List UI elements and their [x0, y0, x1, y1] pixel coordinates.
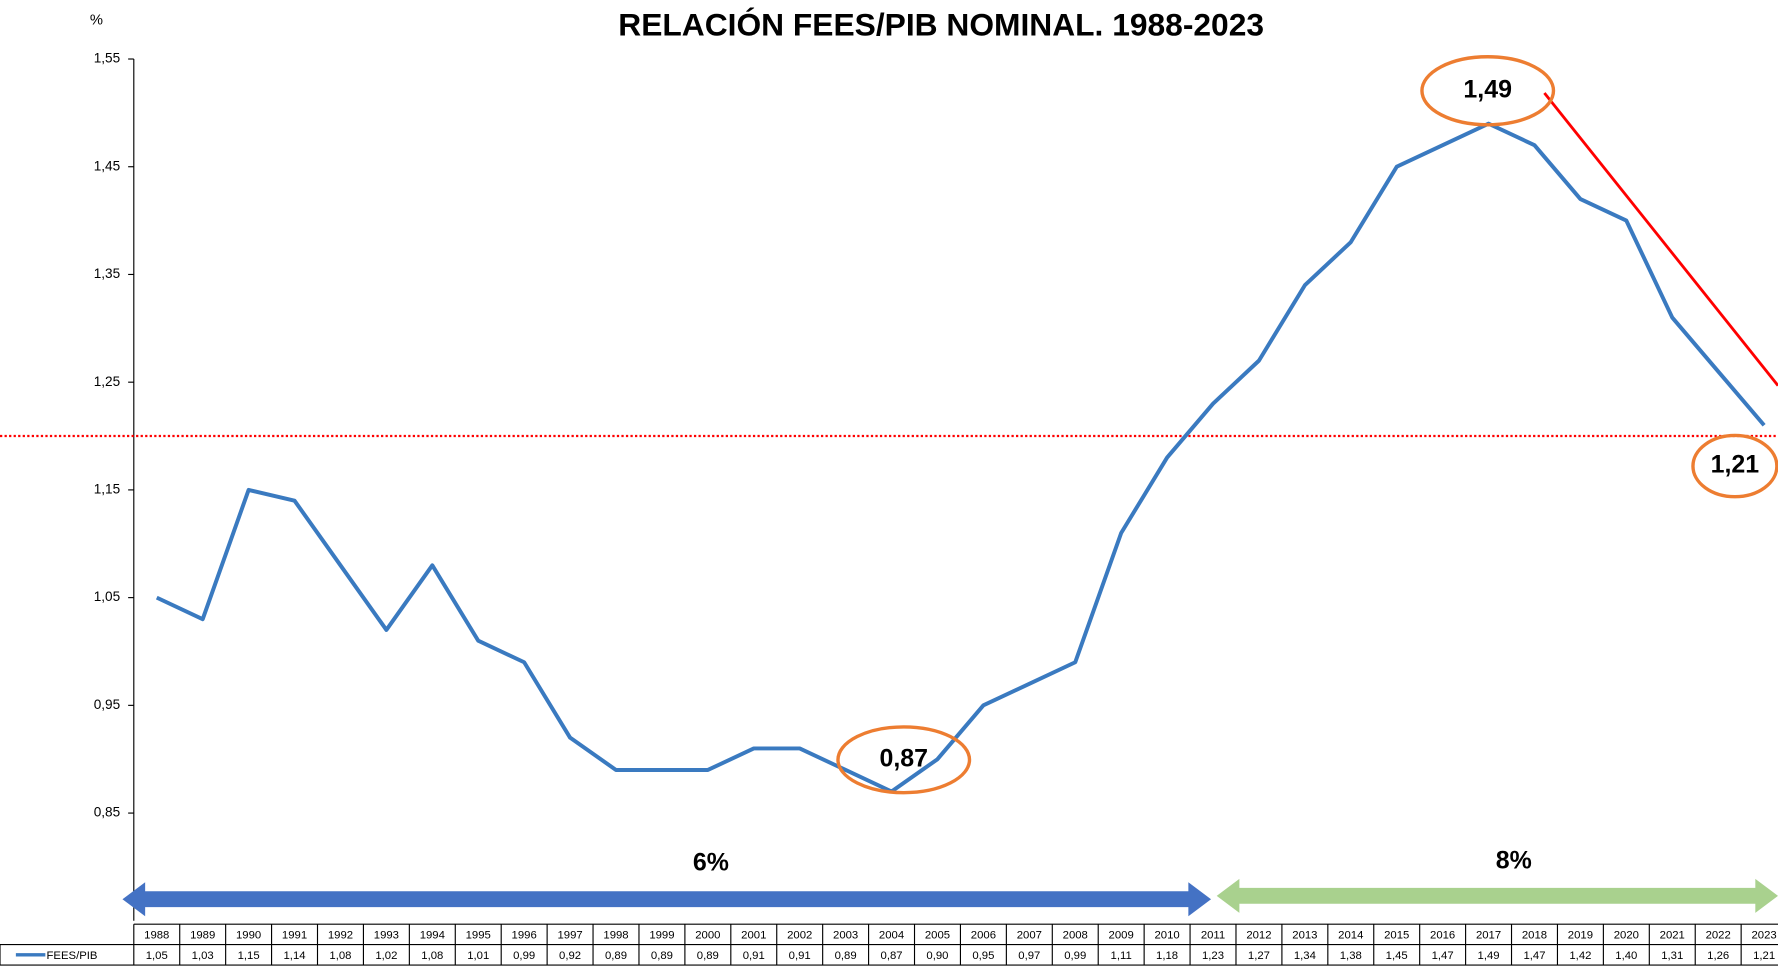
table-value: 1,42 — [1569, 950, 1591, 962]
x-tick-label: 2017 — [1476, 930, 1501, 942]
x-tick-label: 2007 — [1017, 930, 1042, 942]
x-tick-label: 2023 — [1752, 930, 1777, 942]
table-value: 1,26 — [1707, 950, 1729, 962]
y-tick-label: 1,15 — [94, 481, 120, 496]
y-tick-label: 0,95 — [94, 697, 120, 712]
table-value: 1,40 — [1615, 950, 1637, 962]
table-value: 1,03 — [192, 950, 214, 962]
x-tick-label: 1993 — [374, 930, 399, 942]
x-tick-label: 1998 — [603, 930, 628, 942]
data-line — [155, 121, 1766, 794]
x-tick-label: 2004 — [879, 930, 904, 942]
x-tick-label: 1997 — [557, 930, 582, 942]
x-tick-label: 1990 — [236, 930, 261, 942]
x-tick-label: 2016 — [1430, 930, 1455, 942]
table-value: 1,34 — [1294, 950, 1316, 962]
table-value: 0,89 — [605, 950, 627, 962]
period-label: 8% — [1496, 846, 1532, 874]
table-value: 1,47 — [1523, 950, 1545, 962]
x-tick-label: 2020 — [1614, 930, 1639, 942]
x-tick-label: 1991 — [282, 930, 307, 942]
annotation: 1,49 — [1463, 75, 1512, 103]
x-tick-label: 2012 — [1246, 930, 1271, 942]
x-tick-label: 2019 — [1568, 930, 1593, 942]
table-value: 0,89 — [697, 950, 719, 962]
annotation-circle — [836, 725, 972, 795]
table-value: 0,91 — [789, 950, 811, 962]
y-tick-label: 1,35 — [94, 266, 120, 281]
annotation: 0,87 — [879, 744, 928, 772]
x-tick-label: 1994 — [420, 930, 445, 942]
table-value: 0,87 — [881, 950, 903, 962]
period-label: 6% — [693, 849, 729, 877]
x-tick-label: 2009 — [1109, 930, 1134, 942]
x-tick-label: 2018 — [1522, 930, 1547, 942]
table-value: 1,38 — [1340, 950, 1362, 962]
table-value: 1,08 — [329, 950, 351, 962]
annotation: 1,21 — [1711, 451, 1760, 479]
table-value: 1,27 — [1248, 950, 1270, 962]
y-axis-label: % — [90, 12, 103, 28]
y-tick-label: 1,55 — [94, 51, 120, 66]
x-tick-label: 2005 — [925, 930, 950, 942]
x-tick-label: 2014 — [1338, 930, 1363, 942]
table-value: 0,90 — [926, 950, 948, 962]
table-value: 0,89 — [835, 950, 857, 962]
x-tick-label: 1992 — [328, 930, 353, 942]
annotation-circle — [1420, 55, 1556, 127]
table-value: 1,18 — [1156, 950, 1178, 962]
table-value: 1,11 — [1111, 950, 1132, 962]
table-value: 1,47 — [1432, 950, 1454, 962]
table-value: 0,91 — [743, 950, 765, 962]
table-value: 1,05 — [146, 950, 168, 962]
table-value: 0,99 — [1064, 950, 1086, 962]
x-tick-label: 2001 — [741, 930, 766, 942]
table-value: 1,45 — [1386, 950, 1408, 962]
table-value: 0,95 — [972, 950, 994, 962]
x-tick-label: 2003 — [833, 930, 858, 942]
annotation-circle — [1691, 433, 1778, 499]
x-tick-label: 1988 — [144, 930, 169, 942]
table-value: 1,02 — [375, 950, 397, 962]
y-tick-label: 1,25 — [94, 374, 120, 389]
trend-arrow — [1543, 92, 1778, 387]
y-tick-label: 1,05 — [94, 589, 120, 604]
table-value: 1,49 — [1478, 950, 1500, 962]
table-value: 1,01 — [467, 950, 489, 962]
table-value: 0,97 — [1018, 950, 1040, 962]
table-value: 1,15 — [238, 950, 260, 962]
table-value: 0,99 — [513, 950, 535, 962]
table-value: 1,08 — [421, 950, 443, 962]
table-value: 1,31 — [1661, 950, 1683, 962]
table-value: 1,14 — [284, 950, 306, 962]
table-value: 1,21 — [1753, 950, 1775, 962]
y-tick-label: 0,85 — [94, 805, 120, 820]
x-tick-label: 2008 — [1063, 930, 1088, 942]
y-tick-label: 1,45 — [94, 158, 120, 173]
x-tick-label: 2002 — [787, 930, 812, 942]
x-tick-label: 1995 — [466, 930, 491, 942]
legend-label: FEES/PIB — [46, 950, 97, 962]
table-value: 0,92 — [559, 950, 581, 962]
x-tick-label: 1996 — [512, 930, 537, 942]
x-tick-label: 2010 — [1154, 930, 1179, 942]
x-tick-label: 2021 — [1660, 930, 1685, 942]
x-tick-label: 2013 — [1292, 930, 1317, 942]
x-tick-label: 2006 — [971, 930, 996, 942]
x-tick-label: 2022 — [1706, 930, 1731, 942]
x-tick-label: 2015 — [1384, 930, 1409, 942]
x-tick-label: 2000 — [695, 930, 720, 942]
x-tick-label: 2011 — [1201, 930, 1225, 942]
chart-title: RELACIÓN FEES/PIB NOMINAL. 1988-2023 — [618, 7, 1264, 43]
period-arrow — [1216, 878, 1778, 913]
table-value: 0,89 — [651, 950, 673, 962]
x-tick-label: 1999 — [649, 930, 674, 942]
period-arrow — [122, 882, 1212, 917]
x-tick-label: 1989 — [190, 930, 215, 942]
table-value: 1,23 — [1202, 950, 1224, 962]
